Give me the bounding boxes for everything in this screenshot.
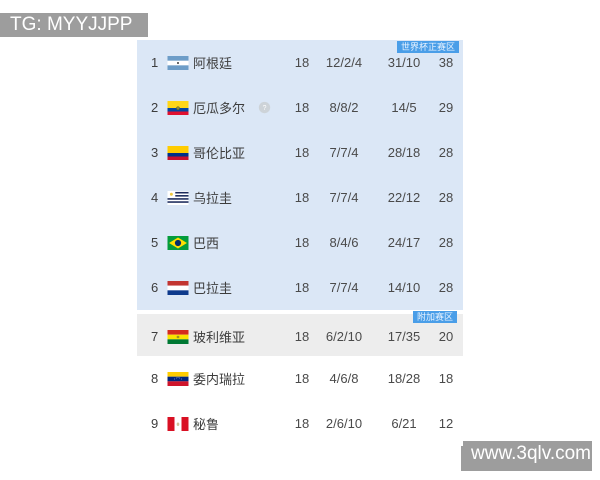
svg-text:?: ? xyxy=(263,105,267,112)
